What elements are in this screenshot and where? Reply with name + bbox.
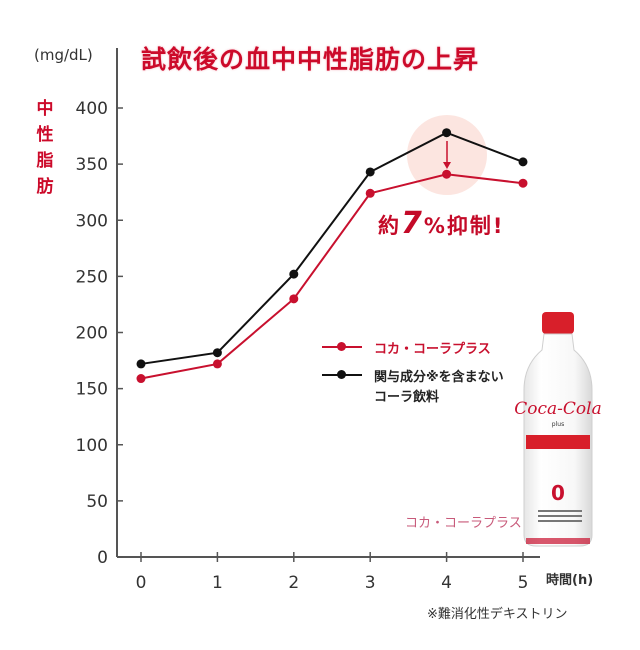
product-caption: コカ・コーラプラス — [405, 516, 522, 531]
svg-text:300: 300 — [76, 211, 108, 231]
x-ticks: 0 1 2 3 4 5 — [136, 552, 529, 593]
callout-suffix: %抑制! — [423, 214, 505, 238]
svg-text:5: 5 — [518, 573, 529, 593]
legend: コカ・コーラプラス 関与成分※を含まない コーラ飲料 — [322, 335, 504, 409]
callout-prefix: 約 — [378, 214, 401, 238]
y-ticks: 0 50 100 150 200 250 300 350 400 — [76, 99, 123, 568]
y-axis-label: 中 性 脂 肪 — [34, 96, 56, 200]
svg-text:200: 200 — [76, 324, 108, 344]
y-axis-unit: (mg/dL) — [34, 46, 93, 64]
svg-text:0: 0 — [551, 481, 565, 505]
svg-text:100: 100 — [76, 436, 108, 456]
coca-cola-plus-bottle-image: Coca-Cola plus 0 — [514, 312, 602, 547]
y-axis-label-char: 肪 — [36, 177, 54, 197]
legend-label-continued: コーラ飲料 — [374, 390, 440, 405]
svg-text:1: 1 — [212, 573, 223, 593]
bottle-brand: Coca-Cola — [514, 399, 601, 419]
svg-text:250: 250 — [76, 267, 108, 287]
svg-text:2: 2 — [288, 573, 299, 593]
chart-title: 試飲後の血中中性脂肪の上昇 — [141, 45, 480, 74]
legend-label: コカ・コーラプラス — [374, 341, 491, 357]
reduction-callout: 約7%抑制! — [378, 206, 505, 241]
svg-text:0: 0 — [136, 573, 147, 593]
legend-item-red: コカ・コーラプラス — [322, 335, 504, 359]
series-layer — [136, 128, 528, 384]
svg-text:400: 400 — [76, 99, 108, 119]
svg-text:150: 150 — [76, 380, 108, 400]
legend-item-black: 関与成分※を含まない — [322, 363, 504, 387]
svg-text:plus: plus — [552, 421, 564, 428]
black-line-marker-icon — [322, 369, 362, 381]
x-axis-label: 時間(h) — [546, 572, 593, 588]
svg-text:0: 0 — [97, 548, 108, 568]
svg-text:3: 3 — [365, 573, 376, 593]
callout-number: 7 — [401, 206, 424, 241]
svg-text:50: 50 — [86, 492, 108, 512]
legend-label: 関与成分※を含まない — [374, 369, 504, 385]
svg-text:350: 350 — [76, 155, 108, 175]
y-axis-label-char: 脂 — [36, 151, 54, 171]
arrow-head-icon — [443, 162, 451, 169]
footnote: ※難消化性デキストリン — [427, 607, 568, 622]
svg-text:4: 4 — [441, 573, 452, 593]
y-axis-label-char: 中 — [36, 99, 54, 119]
y-axis-label-char: 性 — [36, 125, 54, 145]
red-line-marker-icon — [322, 341, 362, 353]
